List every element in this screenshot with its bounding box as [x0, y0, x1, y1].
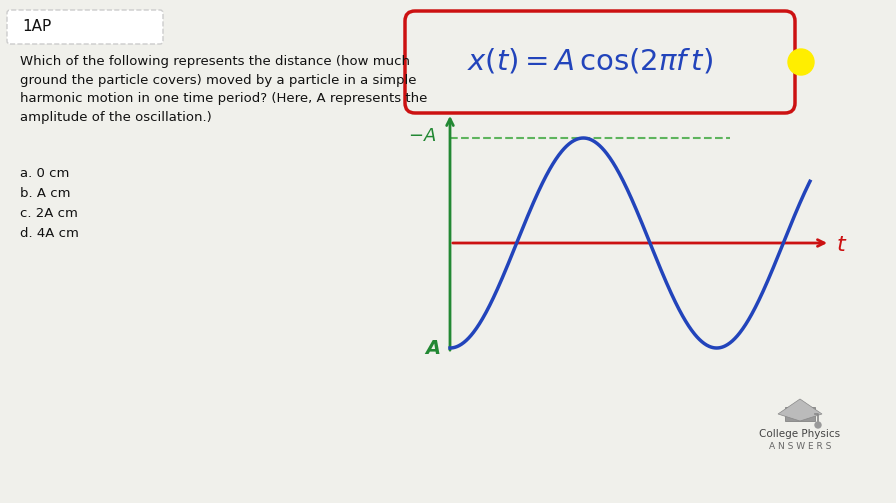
Polygon shape: [785, 407, 815, 421]
Text: d. 4A cm: d. 4A cm: [20, 226, 79, 239]
Text: A N S W E R S: A N S W E R S: [769, 442, 831, 451]
Polygon shape: [778, 399, 822, 421]
FancyBboxPatch shape: [7, 10, 163, 44]
Text: a. 0 cm: a. 0 cm: [20, 166, 69, 180]
FancyBboxPatch shape: [405, 11, 795, 113]
Text: A: A: [425, 339, 440, 358]
Text: College Physics: College Physics: [760, 429, 840, 439]
Text: b. A cm: b. A cm: [20, 187, 71, 200]
Circle shape: [788, 49, 814, 75]
Text: c. 2A cm: c. 2A cm: [20, 207, 78, 219]
Text: 1AP: 1AP: [22, 19, 51, 34]
Circle shape: [815, 422, 821, 428]
Text: Which of the following represents the distance (how much
ground the particle cov: Which of the following represents the di…: [20, 55, 427, 124]
Text: $x(t) = A\,\cos(2\pi f\,t)$: $x(t) = A\,\cos(2\pi f\,t)$: [467, 46, 713, 75]
Text: $- A$: $- A$: [408, 127, 436, 145]
Text: $t$: $t$: [836, 235, 848, 255]
